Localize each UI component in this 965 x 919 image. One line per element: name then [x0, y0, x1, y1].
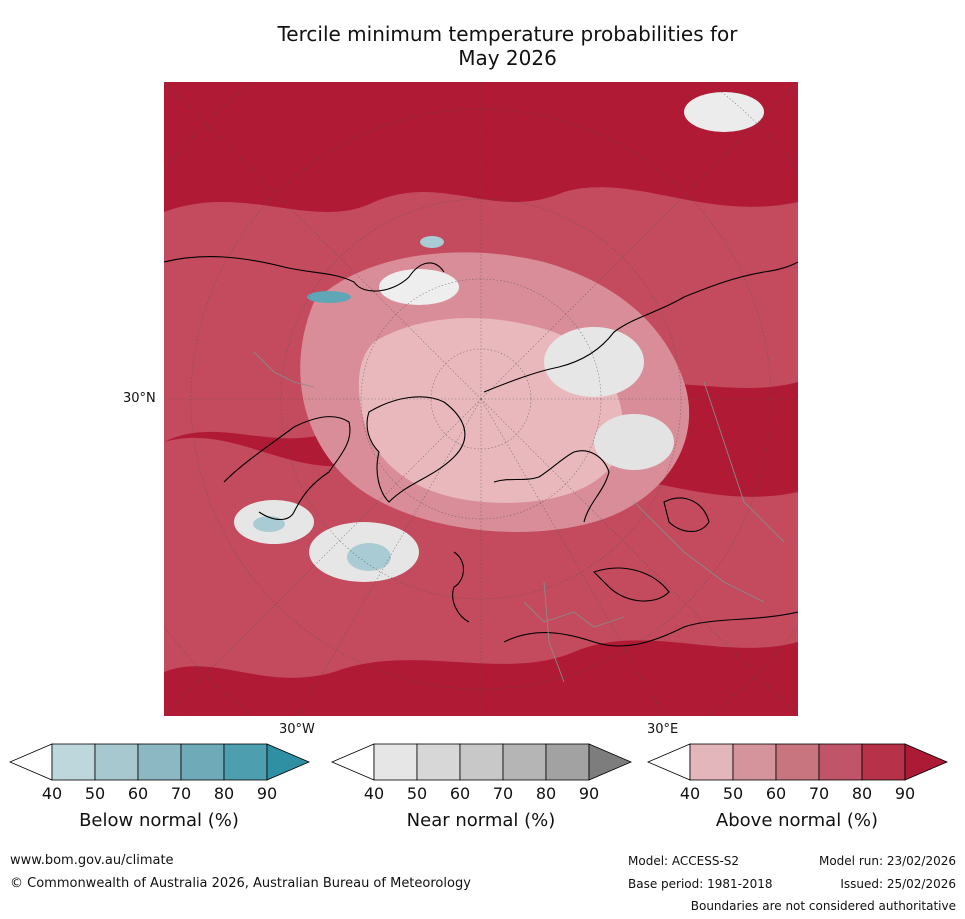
near-normal-patch-siberia — [544, 327, 644, 397]
colorbar-below-normal-high-extend — [266, 743, 311, 781]
colorbar-near-normal-box-50 — [416, 743, 461, 781]
graticule — [164, 82, 798, 716]
colorbar-near-normal-tick-60: 60 — [449, 784, 471, 803]
below-normal-patch-canada — [253, 516, 285, 532]
colorbar-near-normal-box-80 — [545, 743, 590, 781]
colorbar-below-normal-box-70 — [180, 743, 225, 781]
colorbar-above-normal-tick-50: 50 — [722, 784, 744, 803]
below-normal-patch-chukchi — [420, 236, 444, 248]
border-europe-2 — [543, 581, 565, 683]
colorbar-below-normal-tick-80: 80 — [213, 784, 235, 803]
colorbar-near-normal-tick-70: 70 — [492, 784, 514, 803]
colorbar-below-normal-tick-50: 50 — [84, 784, 106, 803]
border-alaska-canada — [253, 351, 315, 388]
colorbar-above-normal-box-50 — [732, 743, 777, 781]
colorbar-below-normal-box-50 — [94, 743, 139, 781]
meridian-45w — [164, 398, 482, 716]
colorbar-near-normal-box-40 — [373, 743, 418, 781]
border-russia-china — [703, 381, 785, 543]
coastlines — [164, 256, 798, 647]
colorbar-above-normal-tick-70: 70 — [808, 784, 830, 803]
meridian-135w — [164, 82, 482, 400]
lon-label-30e: 30°E — [647, 722, 679, 737]
colorbar-above-normal-high-extend — [904, 743, 949, 781]
coastline-siberia — [483, 261, 798, 393]
near-normal-patch-pacific — [684, 92, 764, 132]
coastline-alaska — [164, 256, 445, 292]
colorbar-below-normal-ticks: 40 50 60 70 80 90 — [9, 784, 309, 806]
colorbar-below-normal: 40 50 60 70 80 90 Below normal (%) — [8, 742, 311, 831]
colorbar-near-normal-tick-50: 50 — [406, 784, 428, 803]
footer-issued: Issued: 25/02/2026 — [840, 877, 956, 891]
footer-model-run: Model run: 23/02/2026 — [818, 854, 956, 868]
colorbar-above-normal-tick-60: 60 — [765, 784, 787, 803]
near-normal-patch-arctic — [379, 269, 459, 305]
colorbar-above-normal-box-60 — [775, 743, 820, 781]
colorbar-above-normal-ticks: 40 50 60 70 80 90 — [647, 784, 947, 806]
colorbar-below-normal-tick-70: 70 — [170, 784, 192, 803]
colorbar-near-normal-ticks: 40 50 60 70 80 90 — [331, 784, 631, 806]
colorbar-below-normal-low-extend — [8, 743, 53, 781]
colorbar-near-normal-svg — [330, 743, 633, 781]
chart-title: Tercile minimum temperature probabilitie… — [165, 22, 850, 70]
colorbar-above-normal-tick-80: 80 — [851, 784, 873, 803]
polar-map — [164, 82, 798, 716]
colorbar-above-normal-tick-40: 40 — [679, 784, 701, 803]
colorbar-near-normal-low-extend — [330, 743, 375, 781]
colorbar-below-normal-box-60 — [137, 743, 182, 781]
colorbar-near-normal-tick-80: 80 — [535, 784, 557, 803]
border-europe-1 — [523, 601, 625, 628]
meridian-30w — [297, 398, 482, 716]
chart-title-line1: Tercile minimum temperature probabilitie… — [277, 22, 738, 46]
coastline-black-sea — [592, 567, 670, 602]
colorbar-above-normal-box-80 — [861, 743, 906, 781]
coastline-caspian — [663, 497, 710, 532]
footer-model: Model: ACCESS-S2 — [628, 854, 740, 868]
lat-label-30n: 30°N — [123, 391, 156, 406]
footer-disclaimer: Boundaries are not considered authoritat… — [690, 899, 956, 913]
colorbar-below-normal-svg — [8, 743, 311, 781]
country-borders — [253, 351, 785, 683]
graticule-circle-50n — [190, 108, 772, 690]
colorbar-near-normal-title: Near normal (%) — [406, 810, 556, 831]
colorbar-below-normal-title: Below normal (%) — [79, 810, 239, 831]
colorbar-near-normal-box-60 — [459, 743, 504, 781]
lon-label-30w: 30°W — [279, 722, 315, 737]
colorbar-above-normal-low-extend — [646, 743, 691, 781]
chart-title-line2: May 2026 — [458, 46, 557, 70]
colorbar-above-normal-box-70 — [818, 743, 863, 781]
coastline-uk — [452, 551, 470, 623]
colorbar-above-normal-title: Above normal (%) — [715, 810, 879, 831]
colorbar-near-normal-tick-40: 40 — [363, 784, 385, 803]
meridian-45e — [480, 398, 798, 716]
colorbar-below-normal-tick-90: 90 — [256, 784, 278, 803]
colorbar-near-normal-tick-90: 90 — [578, 784, 600, 803]
coastline-scandinavia — [493, 450, 610, 523]
coastline-hudson — [223, 416, 351, 521]
footer-copyright: © Commonwealth of Australia 2026, Austra… — [10, 876, 471, 891]
colorbar-below-normal-tick-40: 40 — [41, 784, 63, 803]
colorbar-below-normal-box-40 — [51, 743, 96, 781]
colorbar-below-normal-tick-60: 60 — [127, 784, 149, 803]
coastline-greenland — [366, 396, 466, 503]
polar-map-svg — [164, 82, 798, 716]
footer-base-period: Base period: 1981-2018 — [628, 877, 773, 891]
below-normal-patch-atlantic — [347, 543, 391, 571]
footer-url: www.bom.gov.au/climate — [10, 853, 174, 868]
coastline-mediterranean — [503, 611, 798, 647]
colorbar-above-normal-box-40 — [689, 743, 734, 781]
meridian-30e — [480, 398, 665, 716]
near-normal-patch-east — [594, 414, 674, 470]
colorbar-near-normal-box-70 — [502, 743, 547, 781]
border-russia-kazakhstan — [633, 501, 765, 603]
colorbar-near-normal-high-extend — [588, 743, 633, 781]
colorbar-above-normal: 40 50 60 70 80 90 Above normal (%) — [646, 742, 949, 831]
colorbar-near-normal: 40 50 60 70 80 90 Near normal (%) — [330, 742, 633, 831]
below-normal-patch-alaska — [307, 291, 351, 303]
colorbar-above-normal-svg — [646, 743, 949, 781]
meridian-135e — [480, 82, 798, 400]
colorbar-above-normal-tick-90: 90 — [894, 784, 916, 803]
colorbar-below-normal-box-80 — [223, 743, 268, 781]
